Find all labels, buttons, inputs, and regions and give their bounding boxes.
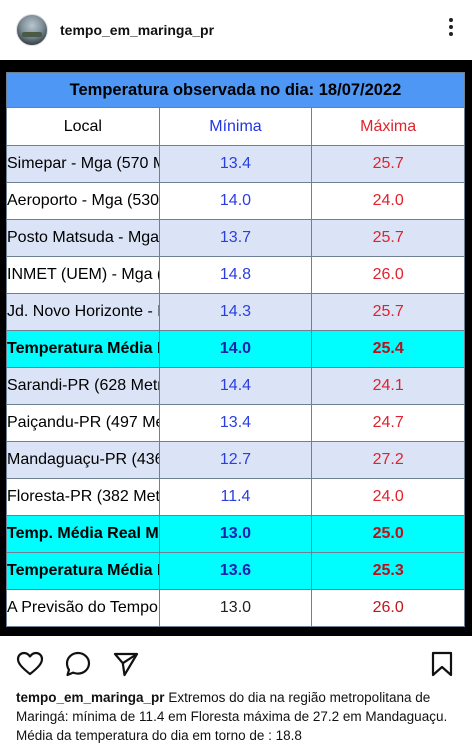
table-column-headers: Local Mínima Máxima [6, 107, 465, 146]
row-min: 14.0 [158, 330, 313, 368]
table-row: Sarandi-PR (628 Metros) 14.4 24.1 [6, 367, 465, 405]
row-location: Aeroporto - Mga (530 Metros) [6, 182, 160, 220]
row-location: Paiçandu-PR (497 Metros) [6, 404, 160, 442]
post-actions-bar [0, 636, 472, 692]
row-location: Sarandi-PR (628 Metros) [6, 367, 160, 405]
row-location: INMET (UEM) - Mga (548 Metros) [6, 256, 160, 294]
table-row: Posto Matsuda - Mga (579 Metros) 13.7 25… [6, 219, 465, 257]
row-min: 11.4 [158, 478, 313, 516]
row-max: 25.7 [311, 293, 465, 331]
post-caption: tempo_em_maringa_pr Extremos do dia na r… [16, 688, 461, 745]
row-min: 13.0 [158, 589, 313, 627]
column-header-local: Local [6, 107, 160, 146]
table-title-row: Temperatura observada no dia: 18/07/2022 [6, 72, 465, 108]
row-max: 25.3 [311, 552, 465, 590]
row-min: 13.6 [158, 552, 313, 590]
table-row: Paiçandu-PR (497 Metros) 13.4 24.7 [6, 404, 465, 442]
row-max: 24.0 [311, 182, 465, 220]
table-row: Jd. Novo Horizonte - Mga (529 Metros) 14… [6, 293, 465, 331]
row-max: 26.0 [311, 589, 465, 627]
row-location: Posto Matsuda - Mga (579 Metros) [6, 219, 160, 257]
row-location: A Previsão do Tempo Era de : [6, 589, 160, 627]
table-row: Mandaguaçu-PR (436 Metros) 12.7 27.2 [6, 441, 465, 479]
row-min: 13.0 [158, 515, 313, 553]
row-max: 25.7 [311, 219, 465, 257]
row-location: Temperatura Média Real da Região [6, 552, 160, 590]
row-max: 24.7 [311, 404, 465, 442]
table-row: Floresta-PR (382 Metros) 11.4 24.0 [6, 478, 465, 516]
row-min: 13.7 [158, 219, 313, 257]
row-min: 13.4 [158, 145, 313, 183]
table-row: Simepar - Mga (570 Metros) 13.4 25.7 [6, 145, 465, 183]
table-row: Aeroporto - Mga (530 Metros) 14.0 24.0 [6, 182, 465, 220]
comment-icon[interactable] [64, 650, 92, 678]
row-max: 25.0 [311, 515, 465, 553]
row-max: 24.1 [311, 367, 465, 405]
row-min: 14.0 [158, 182, 313, 220]
table-title: Temperatura observada no dia: 18/07/2022 [6, 72, 465, 108]
temperature-table: Temperatura observada no dia: 18/07/2022… [6, 72, 465, 627]
row-max: 25.4 [311, 330, 465, 368]
table-row: INMET (UEM) - Mga (548 Metros) 14.8 26.0 [6, 256, 465, 294]
row-location: Simepar - Mga (570 Metros) [6, 145, 160, 183]
more-options-icon[interactable] [448, 18, 454, 40]
row-min: 14.4 [158, 367, 313, 405]
column-header-max: Máxima [311, 107, 465, 146]
row-min: 13.4 [158, 404, 313, 442]
row-max: 27.2 [311, 441, 465, 479]
post-header: tempo_em_maringa_pr [0, 0, 472, 60]
table-row-average-neighbors: Temp. Média Real Munic. Vizinhos 13.0 25… [6, 515, 465, 553]
table-row-forecast: A Previsão do Tempo Era de : 13.0 26.0 [6, 589, 465, 627]
table-row-average-region: Temperatura Média Real da Região 13.6 25… [6, 552, 465, 590]
caption-text: Extremos do dia na região metropolitana … [16, 690, 448, 743]
heart-icon[interactable] [16, 650, 44, 678]
row-min: 14.3 [158, 293, 313, 331]
row-location: Floresta-PR (382 Metros) [6, 478, 160, 516]
column-header-min: Mínima [158, 107, 313, 146]
bookmark-icon[interactable] [428, 650, 456, 678]
row-location: Jd. Novo Horizonte - Mga (529 Metros) [6, 293, 160, 331]
row-location: Temperatura Média Real Maringá [6, 330, 160, 368]
row-max: 25.7 [311, 145, 465, 183]
caption-username[interactable]: tempo_em_maringa_pr [16, 690, 165, 705]
profile-avatar[interactable] [16, 14, 48, 46]
row-location: Mandaguaçu-PR (436 Metros) [6, 441, 160, 479]
row-min: 14.8 [158, 256, 313, 294]
row-max: 26.0 [311, 256, 465, 294]
post-username[interactable]: tempo_em_maringa_pr [60, 22, 215, 38]
row-location: Temp. Média Real Munic. Vizinhos [6, 515, 160, 553]
table-row-average-maringa: Temperatura Média Real Maringá 14.0 25.4 [6, 330, 465, 368]
row-min: 12.7 [158, 441, 313, 479]
row-max: 24.0 [311, 478, 465, 516]
send-icon[interactable] [112, 650, 140, 678]
